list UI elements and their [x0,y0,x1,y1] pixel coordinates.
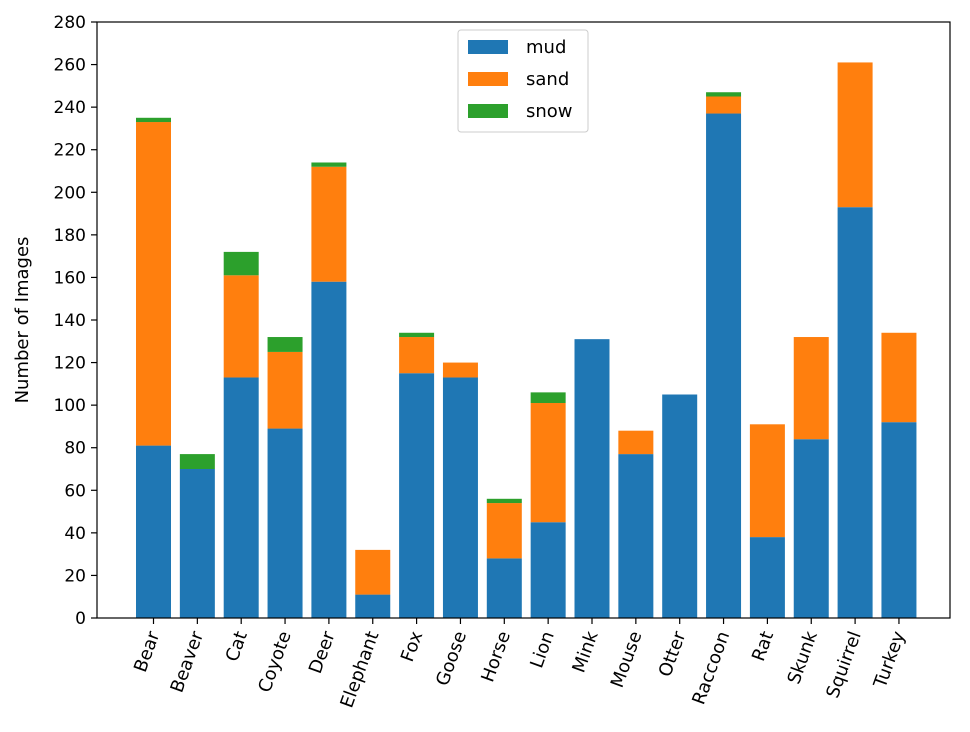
bar-mud-elephant [355,594,391,618]
bar-mud-bear [136,445,171,618]
bar-sand-deer [311,166,347,282]
bar-mud-squirrel [837,207,873,618]
bar-sand-goose [442,362,478,378]
legend-label-snow: snow [526,101,573,122]
bar-snow-raccoon [706,92,742,97]
bars-layer [136,62,917,618]
bar-snow-beaver [179,454,215,469]
bar-snow-cat [223,251,259,276]
legend: mud sand snow [457,29,589,133]
bar-mud-goose [442,377,478,618]
y-tick-label: 220 [54,141,86,161]
y-tick-label: 180 [54,226,86,246]
bar-mud-beaver [179,469,215,618]
x-tick-label: Goose [432,629,471,689]
x-tick-label: Turkey [870,628,910,691]
y-tick-label: 200 [54,183,86,203]
bar-mud-mink [574,339,610,618]
x-tick-label: Bear [130,628,164,675]
x-tick-label: Lion [526,629,559,671]
x-tick-label: Otter [655,628,691,680]
bar-snow-fox [399,332,435,338]
bar-sand-mouse [618,430,654,455]
x-tick-label: Cat [222,629,252,665]
x-tick-label: Mink [568,628,602,676]
bar-snow-coyote [267,337,303,352]
x-tick-label: Rat [748,629,778,665]
y-tick-label: 140 [54,311,86,331]
bar-snow-lion [530,392,566,404]
legend-swatch-snow [468,104,508,118]
y-tick-label: 0 [75,609,86,629]
y-tick-label: 260 [54,56,86,76]
bar-mud-deer [311,281,347,618]
x-tick-label: Deer [305,628,340,677]
bar-sand-elephant [355,549,391,595]
bar-sand-squirrel [837,62,873,208]
bar-sand-cat [223,275,259,378]
y-tick-label: 280 [54,13,86,33]
bar-sand-lion [530,403,566,523]
bar-sand-fox [399,337,435,374]
bar-sand-skunk [793,337,829,440]
x-tick-label: Elephant [336,629,383,711]
y-tick-label: 60 [64,481,86,501]
y-tick-label: 240 [54,98,86,118]
bar-mud-mouse [618,454,654,618]
x-tick-label: Fox [397,628,427,664]
y-tick-label: 160 [54,268,86,288]
y-tick-label: 120 [54,354,86,374]
y-tick-label: 40 [64,524,86,544]
bar-mud-horse [486,558,522,618]
y-tick-label: 20 [64,566,86,586]
y-tick-label: 100 [54,396,86,416]
bar-sand-bear [136,122,171,446]
x-tick-label: Skunk [784,628,823,687]
x-tick-label: Horse [477,629,515,685]
bar-snow-deer [311,162,347,167]
bar-mud-lion [530,522,566,618]
legend-label-sand: sand [526,69,569,90]
bar-sand-horse [486,503,522,559]
x-tick-label: Coyote [254,629,295,696]
y-axis-label: Number of Images [12,237,33,404]
bar-mud-cat [223,377,259,618]
bar-mud-rat [749,537,785,618]
bar-snow-bear [136,117,171,123]
bar-mud-skunk [793,439,829,618]
bar-sand-raccoon [706,96,742,114]
legend-swatch-mud [468,40,508,54]
bar-sand-turkey [881,332,917,423]
bar-mud-turkey [881,422,917,618]
bar-mud-otter [662,394,698,618]
legend-label-mud: mud [526,37,566,58]
bar-sand-rat [749,424,785,538]
x-tick-label: Raccoon [688,629,734,708]
y-tick-label: 80 [64,439,86,459]
x-tick-label: Squirrel [822,629,865,701]
bar-mud-raccoon [706,113,742,618]
bar-snow-horse [486,498,522,504]
bar-sand-coyote [267,351,303,429]
legend-swatch-sand [468,72,508,86]
bar-mud-coyote [267,428,303,618]
x-tick-label: Mouse [607,629,647,691]
x-tick-label: Beaver [167,628,209,695]
bar-mud-fox [399,373,435,618]
